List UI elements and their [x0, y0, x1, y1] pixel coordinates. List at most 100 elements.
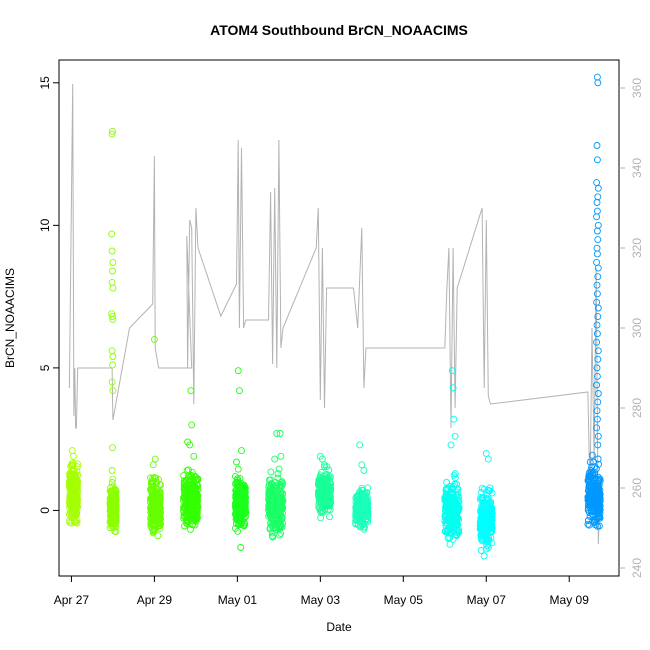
data-point	[107, 509, 115, 517]
data-point	[187, 502, 195, 510]
data-point	[267, 513, 275, 521]
data-point	[277, 505, 285, 513]
data-point	[364, 511, 372, 519]
data-point	[267, 483, 275, 491]
data-point	[156, 498, 164, 506]
data-point	[109, 284, 117, 292]
series-8	[352, 441, 372, 533]
data-point	[155, 520, 163, 528]
data-point	[594, 483, 601, 491]
data-point	[446, 540, 454, 548]
data-point	[273, 521, 281, 529]
data-point	[360, 467, 368, 474]
x-tick-label: May 01	[218, 593, 258, 607]
plot-frame	[58, 59, 620, 577]
data-point	[594, 273, 602, 281]
data-point	[234, 465, 242, 473]
data-point	[594, 304, 602, 312]
data-point	[155, 494, 163, 502]
data-point	[449, 535, 457, 543]
data-point	[192, 485, 200, 493]
data-point	[193, 509, 201, 517]
data-point	[593, 258, 601, 266]
data-point	[235, 512, 243, 520]
data-point	[488, 489, 496, 497]
data-point	[447, 441, 455, 449]
data-point	[186, 441, 194, 449]
data-point	[594, 432, 602, 440]
data-point	[593, 338, 601, 346]
data-point	[273, 491, 280, 499]
data-point	[354, 506, 362, 514]
data-point	[593, 179, 601, 187]
data-point	[453, 504, 461, 512]
data-point	[69, 474, 77, 482]
data-point	[235, 480, 243, 488]
data-point	[593, 372, 601, 380]
data-point	[69, 477, 77, 485]
data-point	[593, 290, 601, 298]
data-point	[593, 250, 601, 258]
data-point	[194, 476, 202, 484]
data-point	[108, 347, 116, 355]
data-point	[453, 525, 461, 533]
series-5	[231, 367, 250, 551]
data-point	[187, 525, 194, 533]
data-point	[108, 130, 116, 138]
data-point	[238, 447, 245, 455]
data-point	[325, 496, 332, 504]
data-point	[446, 504, 453, 511]
data-point	[321, 461, 328, 469]
x-tick-label: May 05	[384, 593, 424, 607]
data-point	[584, 520, 592, 528]
data-point	[268, 500, 276, 508]
data-point	[266, 492, 273, 500]
data-point	[180, 485, 188, 493]
data-point	[321, 463, 328, 471]
data-point	[109, 475, 117, 483]
data-point	[147, 474, 154, 482]
data-point	[450, 415, 458, 423]
data-point	[593, 407, 601, 415]
x-axis-label: Date	[326, 620, 352, 634]
data-point	[443, 526, 451, 534]
data-point	[589, 484, 597, 492]
data-point	[193, 492, 201, 500]
data-point	[592, 465, 600, 473]
data-point	[477, 547, 485, 554]
data-point	[183, 495, 190, 503]
data-point	[153, 488, 161, 496]
data-point	[65, 511, 73, 519]
data-point	[316, 452, 324, 460]
x-tick-label: Apr 27	[54, 593, 90, 607]
chart-title: ATOM4 Southbound BrCN_NOAACIMS	[210, 22, 468, 38]
data-point	[318, 475, 326, 483]
data-point	[589, 469, 597, 477]
data-point	[183, 498, 191, 506]
series-4	[180, 387, 202, 533]
data-point	[277, 517, 285, 524]
data-point	[232, 479, 240, 487]
data-point	[326, 506, 334, 514]
data-point	[357, 516, 365, 524]
data-point	[455, 528, 463, 536]
data-point	[586, 458, 594, 466]
data-point	[359, 509, 367, 517]
data-point	[593, 142, 601, 149]
data-point	[241, 500, 249, 508]
data-point	[68, 462, 76, 470]
data-point	[594, 514, 602, 522]
data-point	[443, 478, 451, 486]
data-point	[147, 486, 155, 494]
data-point	[487, 503, 495, 511]
data-point	[587, 478, 595, 485]
data-point	[231, 524, 239, 532]
right-tick-label: 360	[630, 78, 644, 98]
data-point	[268, 532, 276, 540]
data-point	[157, 481, 164, 489]
right-tick-label: 280	[630, 398, 644, 418]
data-point	[192, 517, 200, 525]
data-point	[319, 500, 327, 508]
data-point	[585, 521, 593, 529]
data-point	[233, 499, 241, 507]
